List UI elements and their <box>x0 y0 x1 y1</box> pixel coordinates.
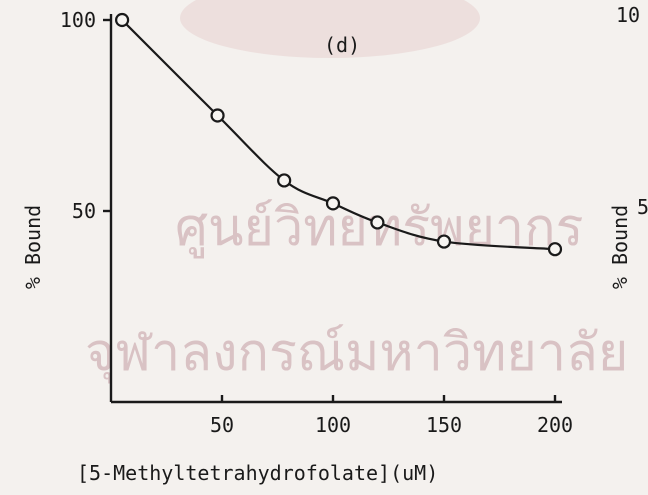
right-panel-tick-mid: 5 <box>637 195 648 219</box>
data-point <box>210 108 225 123</box>
right-panel-y-axis-title: % Bound <box>608 205 632 289</box>
x-axis-title: [5-Methyltetrahydrofolate](uM) <box>77 461 438 485</box>
x-tick-label: 100 <box>315 413 351 437</box>
x-tick-label: 50 <box>210 413 234 437</box>
data-point <box>547 242 563 257</box>
right-panel-partial: 10 5 % Bound <box>608 3 648 289</box>
watermark-line-2: จุฬาลงกรณ์มหาวิทยาลัย <box>85 323 628 384</box>
y-tick-label: 100 <box>60 8 96 32</box>
y-axis-title: % Bound <box>21 205 45 289</box>
panel-label: (d) <box>324 33 360 57</box>
data-points <box>114 12 563 257</box>
watermark-seal <box>180 0 480 58</box>
data-point <box>370 215 385 230</box>
data-point <box>114 12 130 28</box>
y-tick-label: 50 <box>72 199 96 223</box>
x-tick-label: 150 <box>426 413 462 437</box>
data-point <box>277 173 292 188</box>
data-point <box>325 196 341 211</box>
data-point <box>436 234 452 249</box>
axes <box>109 14 562 404</box>
right-panel-tick-top: 10 <box>616 3 640 27</box>
x-tick-label: 200 <box>537 413 573 437</box>
